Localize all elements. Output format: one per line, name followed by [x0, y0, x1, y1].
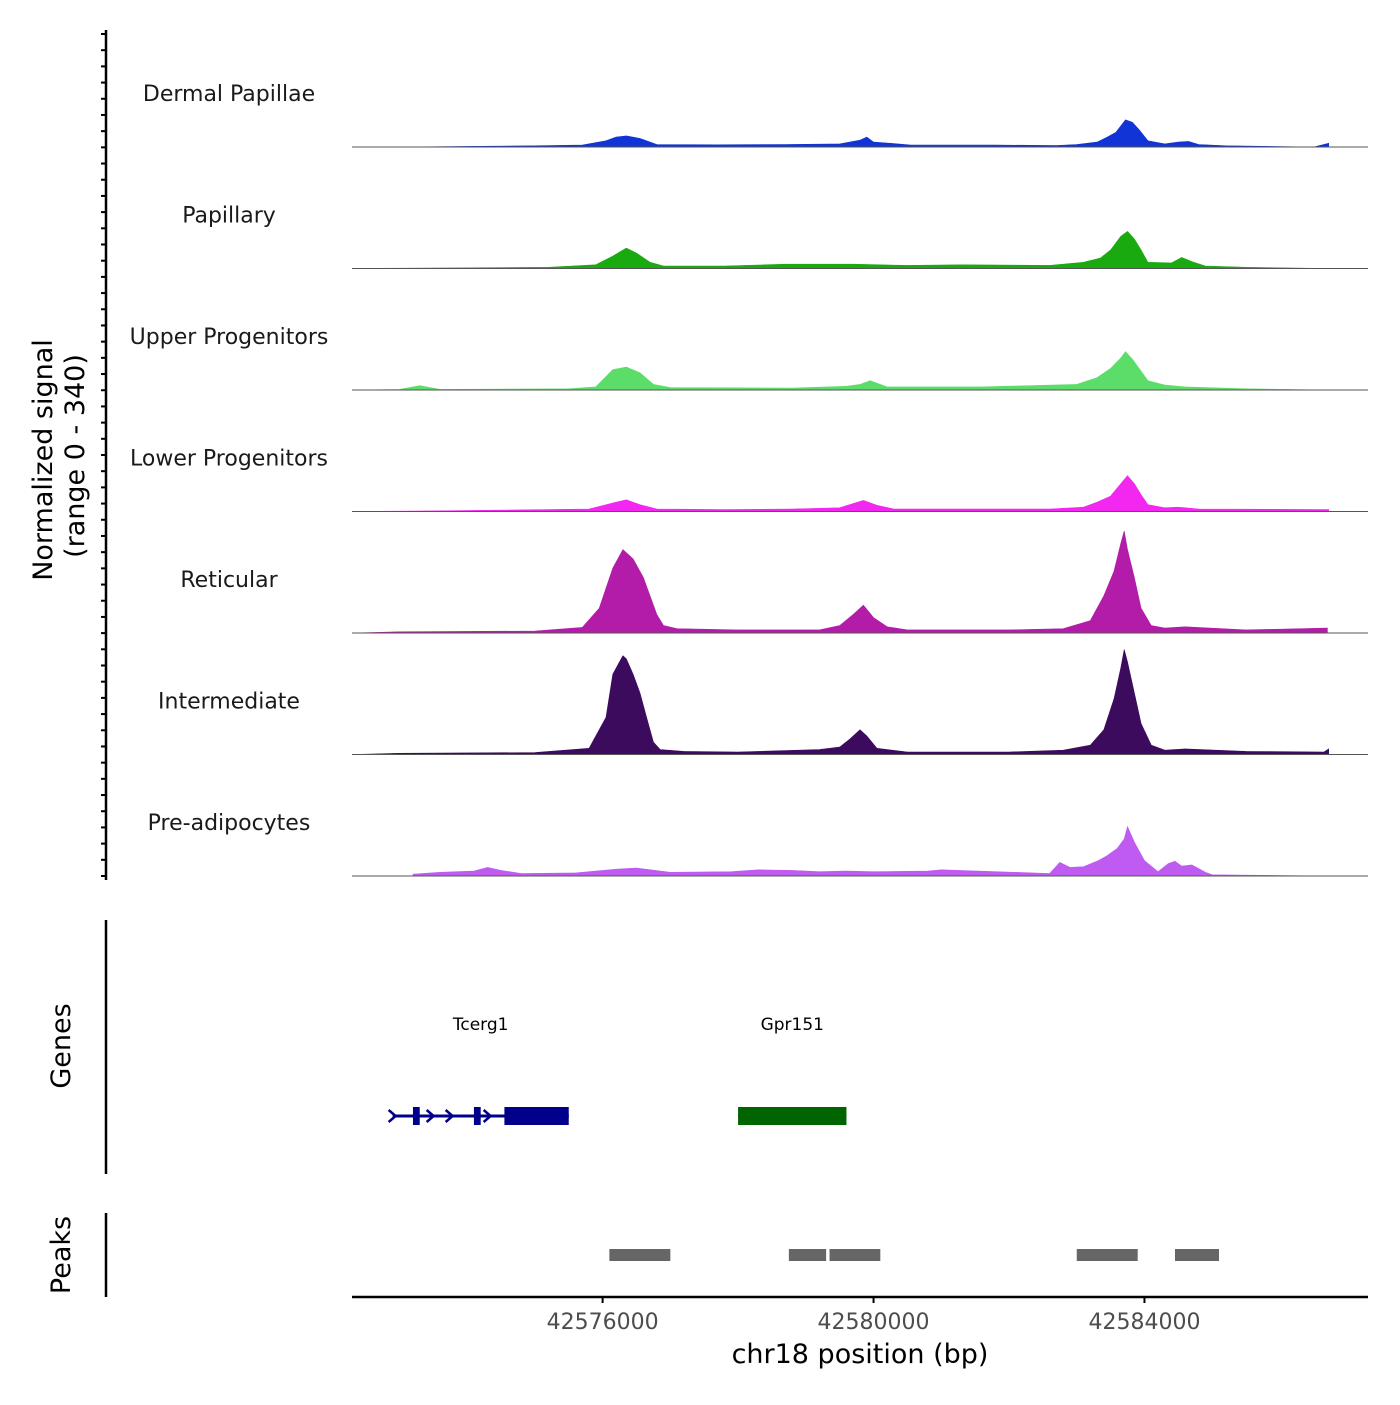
track-area-1: [399, 119, 1329, 148]
track-4: Lower Progenitors: [130, 447, 1368, 512]
peak-2: [788, 1249, 827, 1261]
track-2: Papillary: [182, 204, 1368, 269]
peak-4: [1076, 1249, 1138, 1261]
track-area-7: [412, 825, 1329, 877]
x-tick-label-3: 42584000: [1088, 1310, 1200, 1335]
track-label-1: Dermal Papillae: [143, 82, 315, 107]
track-1: Dermal Papillae: [143, 82, 1368, 148]
peaks-track-label: Peaks: [46, 1216, 77, 1294]
gene-label-1: Tcerg1: [452, 1015, 509, 1035]
track-area-4: [351, 475, 1329, 512]
track-7: Pre-adipocytes: [148, 811, 1368, 877]
gene-exon-2-1: [738, 1107, 847, 1125]
track-label-4: Lower Progenitors: [130, 447, 328, 472]
strand-arrow: [482, 1109, 493, 1123]
x-tick-label-1: 42576000: [547, 1310, 659, 1335]
track-label-6: Intermediate: [158, 690, 300, 715]
y-axis-range-label: (range 0 - 340): [60, 354, 91, 558]
gene-exon-1-3: [504, 1107, 569, 1125]
track-area-5: [351, 531, 1328, 634]
gene-gpr151: Gpr151: [738, 1015, 847, 1125]
track-area-2: [351, 230, 1329, 269]
coverage-tracks: Dermal Papillae Papillary Upper Progenitor…: [130, 82, 1368, 877]
peak-1: [609, 1249, 671, 1261]
axes: Normalized signal (range 0 - 340) Genes …: [28, 30, 1368, 1370]
track-label-5: Reticular: [180, 568, 278, 593]
track-label-2: Papillary: [182, 204, 276, 229]
peak-3: [829, 1249, 881, 1261]
track-6: Intermediate: [158, 649, 1368, 755]
track-3: Upper Progenitors: [130, 325, 1368, 391]
peak-track: [609, 1249, 1219, 1261]
track-5: Reticular: [180, 531, 1368, 634]
strand-arrow: [444, 1109, 455, 1123]
x-tick-label-2: 42580000: [818, 1310, 930, 1335]
gene-exon-1-2: [473, 1107, 481, 1125]
strand-arrow: [425, 1109, 436, 1123]
track-label-3: Upper Progenitors: [130, 325, 329, 350]
x-axis-label: chr18 position (bp): [732, 1339, 989, 1370]
track-area-6: [351, 649, 1329, 755]
track-area-3: [351, 351, 1329, 391]
gene-track: Tcerg1 Gpr151: [387, 1015, 847, 1125]
y-axis-label: Normalized signal: [28, 339, 59, 581]
strand-arrow: [387, 1109, 398, 1123]
genes-track-label: Genes: [46, 1003, 77, 1088]
track-label-7: Pre-adipocytes: [148, 811, 311, 836]
peak-5: [1174, 1249, 1219, 1261]
gene-label-2: Gpr151: [761, 1015, 824, 1035]
gene-tcerg1: Tcerg1: [387, 1015, 569, 1125]
gene-exon-1-1: [412, 1107, 420, 1125]
